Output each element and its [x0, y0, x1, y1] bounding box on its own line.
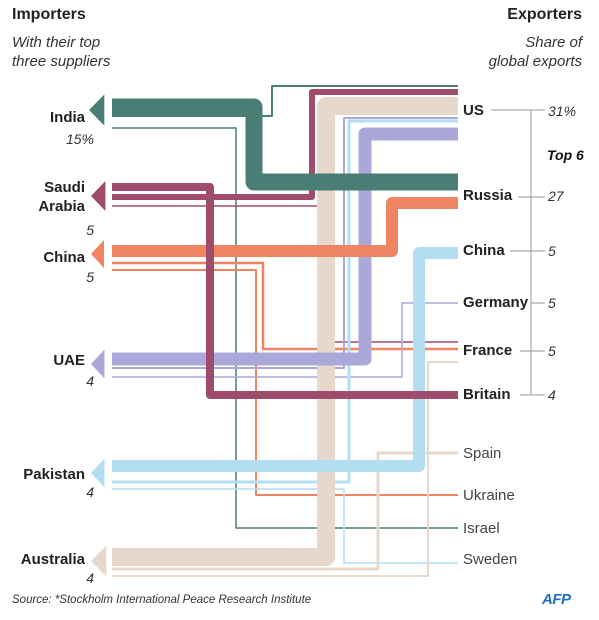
exporters-subtitle-line2: global exports [488, 53, 582, 70]
exporter-sweden: Sweden [463, 551, 518, 568]
flow-us-uae [112, 117, 458, 369]
exporter-ukraine: Ukraine [463, 487, 515, 504]
exporter-germany-share: 5 [548, 295, 556, 311]
exporter-britain: Britain [463, 386, 511, 403]
flow-france-australia [112, 361, 458, 577]
flow-russia-india [112, 98, 458, 191]
importer-india: India [49, 109, 85, 126]
flow-china-pakistan [112, 247, 458, 472]
importer-uae: UAE [53, 352, 85, 369]
importer-australia: Australia [20, 551, 85, 568]
exporter-germany: Germany [463, 294, 529, 311]
exporter-russia: Russia [463, 187, 513, 204]
flow-israel-india [112, 127, 458, 529]
importer-saudi-arabia-line2: Arabia [38, 198, 85, 215]
exporter-france-share: 5 [548, 343, 556, 359]
afp-logo: AFP [542, 591, 571, 608]
exporter-us-share: 31% [548, 103, 577, 119]
top6-label: Top 6 [547, 147, 584, 163]
top6-bracket [491, 109, 532, 396]
exporter-israel: Israel [463, 520, 500, 537]
exporter-spain: Spain [463, 445, 502, 462]
arrowhead-saudi-arabia [91, 181, 106, 211]
exporters-subtitle-line1: Share of [525, 34, 582, 51]
importer-saudi-arabia-line1: Saudi [44, 179, 85, 196]
importer-india-share: 15% [65, 131, 94, 147]
importer-saudi-arabia-share: 5 [86, 222, 94, 238]
flow-russia-china [112, 197, 458, 257]
importer-pakistan: Pakistan [23, 466, 85, 483]
importer-pakistan-share: 4 [86, 484, 94, 500]
flow-us-pakistan [112, 119, 458, 484]
importer-china: China [43, 249, 85, 266]
importers-subtitle-line2: three suppliers [12, 53, 111, 70]
exporter-france: France [463, 342, 513, 359]
importer-australia-share: 4 [86, 570, 94, 586]
importer-china-share: 5 [86, 269, 94, 285]
exporters-title: Exporters [507, 6, 582, 23]
importers-title: Importers [12, 6, 86, 23]
exporter-us: US [463, 102, 484, 119]
arrowhead-india [89, 94, 105, 126]
flow-us-india [112, 85, 458, 117]
exporter-china-share: 5 [548, 243, 556, 259]
arrowhead-uae [91, 349, 105, 379]
flow-sweden-pakistan [112, 488, 458, 564]
flow-france-china [112, 261, 458, 351]
arrowhead-pakistan [91, 458, 105, 488]
importers-subtitle-line1: With their top [12, 34, 101, 51]
exporter-britain-share: 4 [548, 387, 556, 403]
flow-us-saudi [112, 89, 458, 200]
flow-france-saudi [112, 205, 458, 343]
importer-uae-share: 4 [86, 373, 94, 389]
flow-germany-uae [112, 302, 458, 378]
flow-us-australia [112, 97, 458, 566]
flow-britain-saudi [112, 183, 458, 399]
exporter-china: China [463, 242, 505, 259]
flow-ukraine-china [112, 269, 458, 496]
arrowhead-australia [91, 545, 107, 577]
arrowhead-china [91, 240, 104, 268]
exporter-russia-share: 27 [548, 188, 564, 204]
source-note: Source: *Stockholm International Peace R… [12, 594, 312, 606]
